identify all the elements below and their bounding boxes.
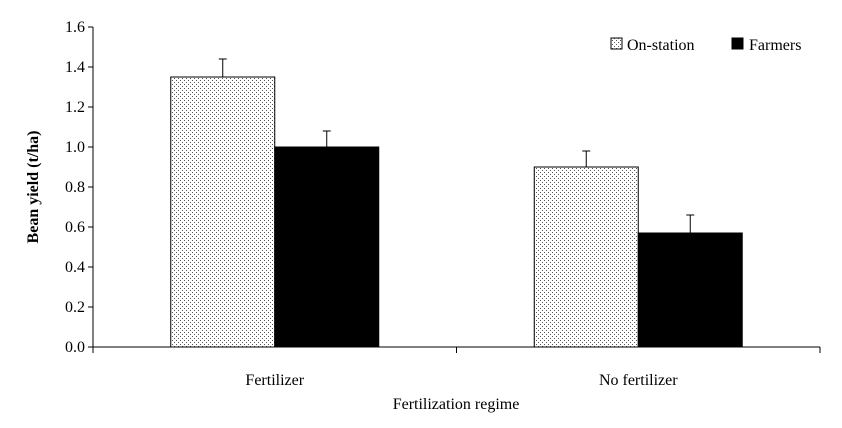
x-categories-layer: Fertilizer No fertilizer (92, 347, 821, 389)
y-tick-label: 0.0 (65, 339, 85, 356)
y-tick-label: 1.2 (65, 99, 85, 116)
bar-farmers (274, 146, 380, 348)
legend: On-station Farmers (610, 37, 801, 54)
y-tick-label: 0.2 (65, 299, 85, 316)
bar-on-station (533, 166, 639, 348)
y-ticks-layer: 0.0 0.2 0.4 0.6 0.8 1.0 1.2 1.4 1.6 (65, 19, 93, 356)
y-tick-label: 1.0 (65, 139, 85, 156)
error-bars-layer (218, 58, 695, 233)
y-tick-label: 0.6 (65, 219, 85, 236)
y-tick-label: 0.8 (65, 179, 85, 196)
x-axis-title: Fertilization regime (393, 396, 520, 413)
legend-label-on-station: On-station (627, 37, 695, 54)
legend-label-farmers: Farmers (749, 37, 801, 54)
bar-farmers (637, 232, 743, 348)
x-category-label: Fertilizer (245, 372, 304, 389)
bar-on-station (170, 76, 276, 348)
y-axis-title: Bean yield (t/ha) (25, 131, 42, 244)
y-tick-label: 1.6 (65, 19, 85, 36)
legend-swatch-farmers (731, 37, 744, 50)
y-tick-label: 1.4 (65, 59, 85, 76)
legend-swatch-on-station (610, 37, 623, 50)
x-category-label: No fertilizer (599, 372, 678, 389)
bars-layer (170, 76, 743, 348)
y-tick-label: 0.4 (65, 259, 85, 276)
